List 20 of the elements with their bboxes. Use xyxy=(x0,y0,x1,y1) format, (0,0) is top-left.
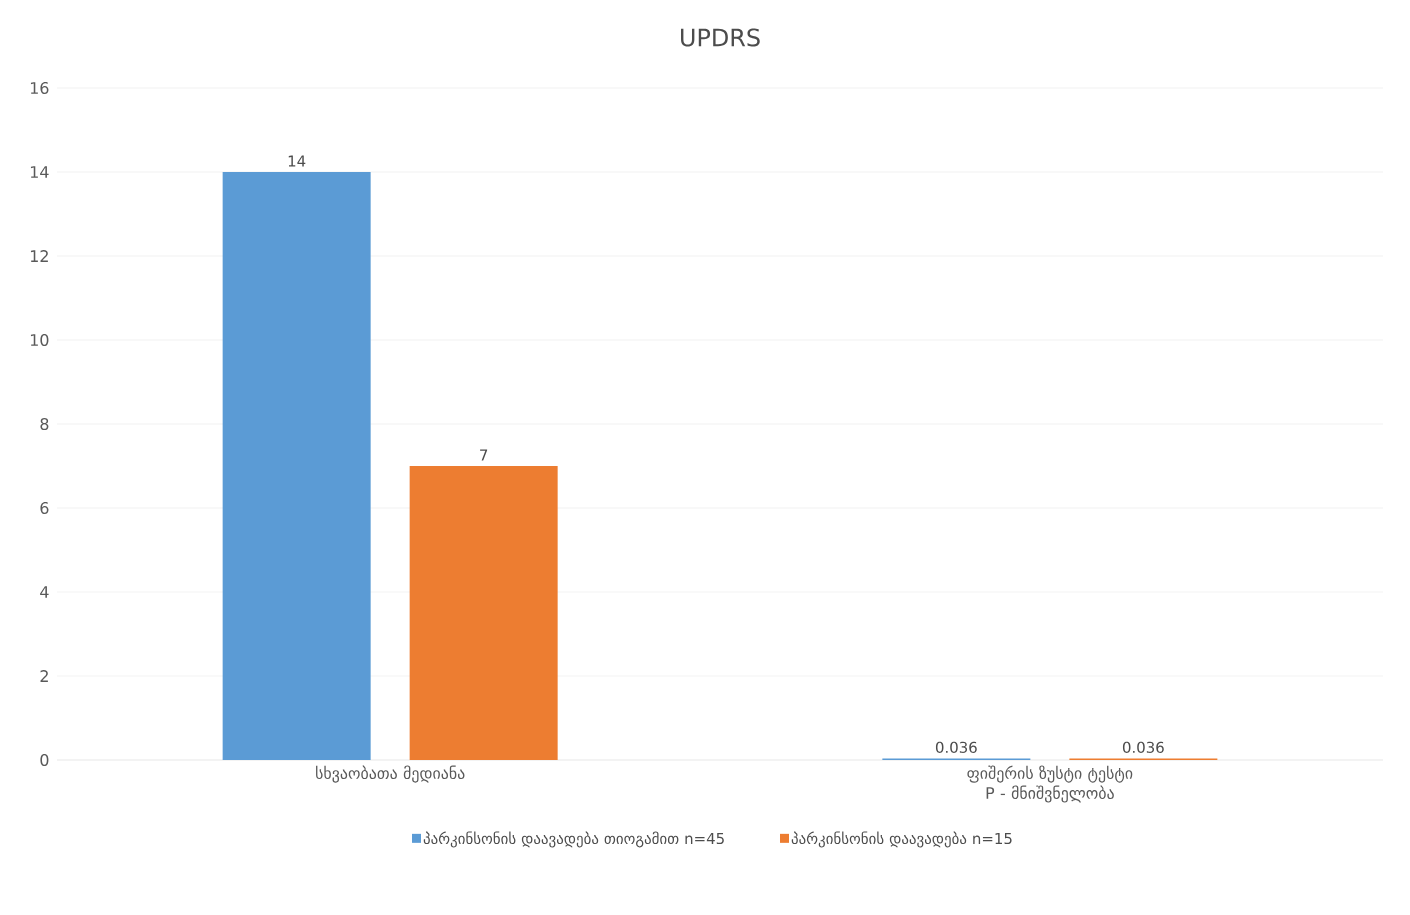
x-tick-label: სხვაობათა მედიანა xyxy=(316,765,465,783)
y-tick-label: 16 xyxy=(30,81,49,95)
data-label: 7 xyxy=(480,449,488,461)
x-tick-label: ფიშერის ზუსტი ტესტი P - მნიშვნელობა xyxy=(967,765,1133,803)
y-tick-label: 12 xyxy=(30,250,48,262)
y-tick-label: 2 xyxy=(40,670,48,682)
chart-title: UPDRS xyxy=(681,28,760,47)
bar xyxy=(222,171,371,760)
legend-label: პარკინსონის დაავადება თიოგამით n=45 xyxy=(423,831,724,848)
y-tick-label: 4 xyxy=(40,586,49,598)
y-tick-label: 14 xyxy=(30,166,49,178)
legend-label: პარკინსონის დაავადება n=15 xyxy=(791,831,1012,848)
y-tick-label: 10 xyxy=(30,333,49,347)
y-tick-label: 8 xyxy=(40,417,49,431)
data-label: 0.036 xyxy=(1122,741,1164,753)
bar xyxy=(409,466,558,760)
data-label: 14 xyxy=(288,155,306,167)
y-tick-label: 6 xyxy=(40,501,49,515)
y-tick-label: 0 xyxy=(40,753,49,767)
data-label: 0.036 xyxy=(935,741,977,753)
